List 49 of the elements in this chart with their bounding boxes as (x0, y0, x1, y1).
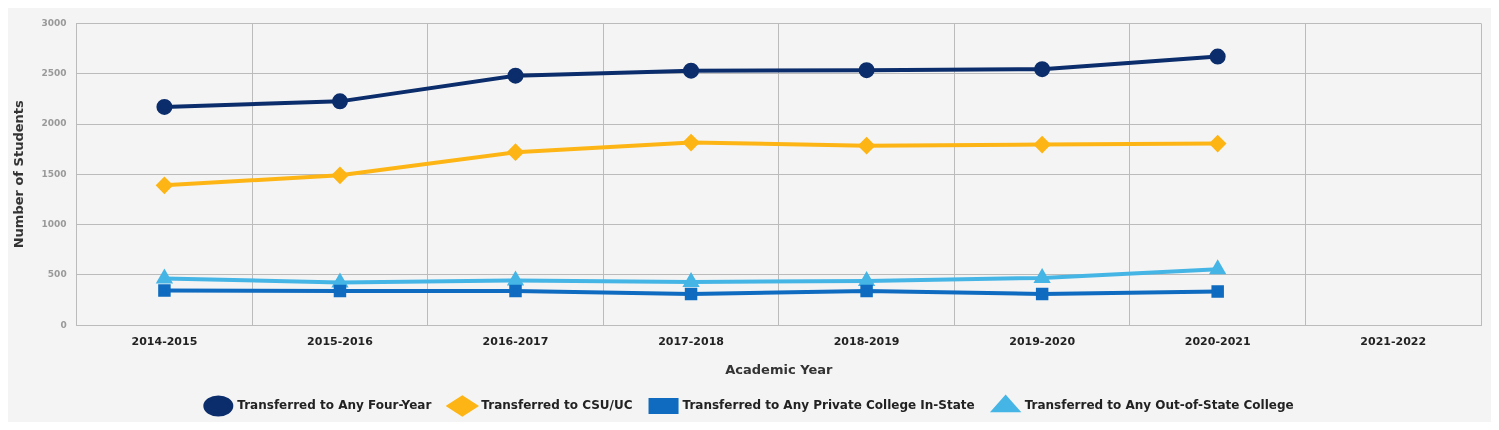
point (858, 137, 875, 154)
point (859, 272, 874, 286)
point (333, 284, 347, 298)
point (507, 67, 524, 84)
point (1209, 48, 1226, 65)
x-tick-label: 2016-2017 (482, 334, 549, 348)
point (158, 284, 171, 297)
y-tick-label: 3000 (41, 17, 67, 28)
point (684, 287, 698, 301)
x-axis-title: Academic Year (725, 361, 833, 377)
x-tick-label: 2014-2015 (131, 334, 198, 348)
x-tick-label: 2018-2019 (833, 334, 900, 348)
point (157, 270, 172, 284)
y-tick-label: 2000 (41, 118, 67, 129)
point (683, 273, 699, 287)
point (1209, 135, 1226, 152)
point (507, 144, 524, 161)
y-tick-label: 500 (47, 269, 67, 280)
point (156, 177, 173, 194)
point (1034, 269, 1050, 283)
point (332, 274, 348, 288)
point (1034, 61, 1051, 78)
x-tick-label: 2020-2021 (1184, 334, 1251, 348)
x-tick-label: 2015-2016 (307, 334, 374, 348)
point (683, 62, 700, 79)
point (1034, 136, 1051, 153)
point (331, 93, 348, 110)
legend-label: Transferred to Any Out-of-State College (1024, 398, 1294, 413)
point (858, 62, 875, 79)
legend-label: Transferred to Any Four-Year (237, 398, 432, 413)
y-tick-label: 2500 (41, 68, 67, 79)
point (860, 284, 873, 298)
point (156, 98, 173, 115)
y-tick-label: 1500 (41, 168, 67, 179)
point (508, 272, 523, 286)
y-axis-title: Number of Students (11, 100, 27, 249)
x-tick-label: 2017-2018 (658, 334, 724, 348)
point (509, 284, 522, 298)
y-tick-label: 0 (60, 319, 67, 330)
x-tick-label: 2021-2022 (1360, 334, 1427, 348)
legend-label: Transferred to Any Private College In-State (682, 398, 975, 413)
point (331, 167, 348, 184)
x-tick-label: 2019-2020 (1009, 334, 1076, 348)
point (683, 134, 700, 151)
point (1035, 287, 1049, 301)
point (1210, 261, 1225, 275)
point (1211, 285, 1224, 298)
legend-label: Transferred to CSU/UC (481, 398, 633, 413)
y-tick-label: 1000 (41, 218, 67, 229)
